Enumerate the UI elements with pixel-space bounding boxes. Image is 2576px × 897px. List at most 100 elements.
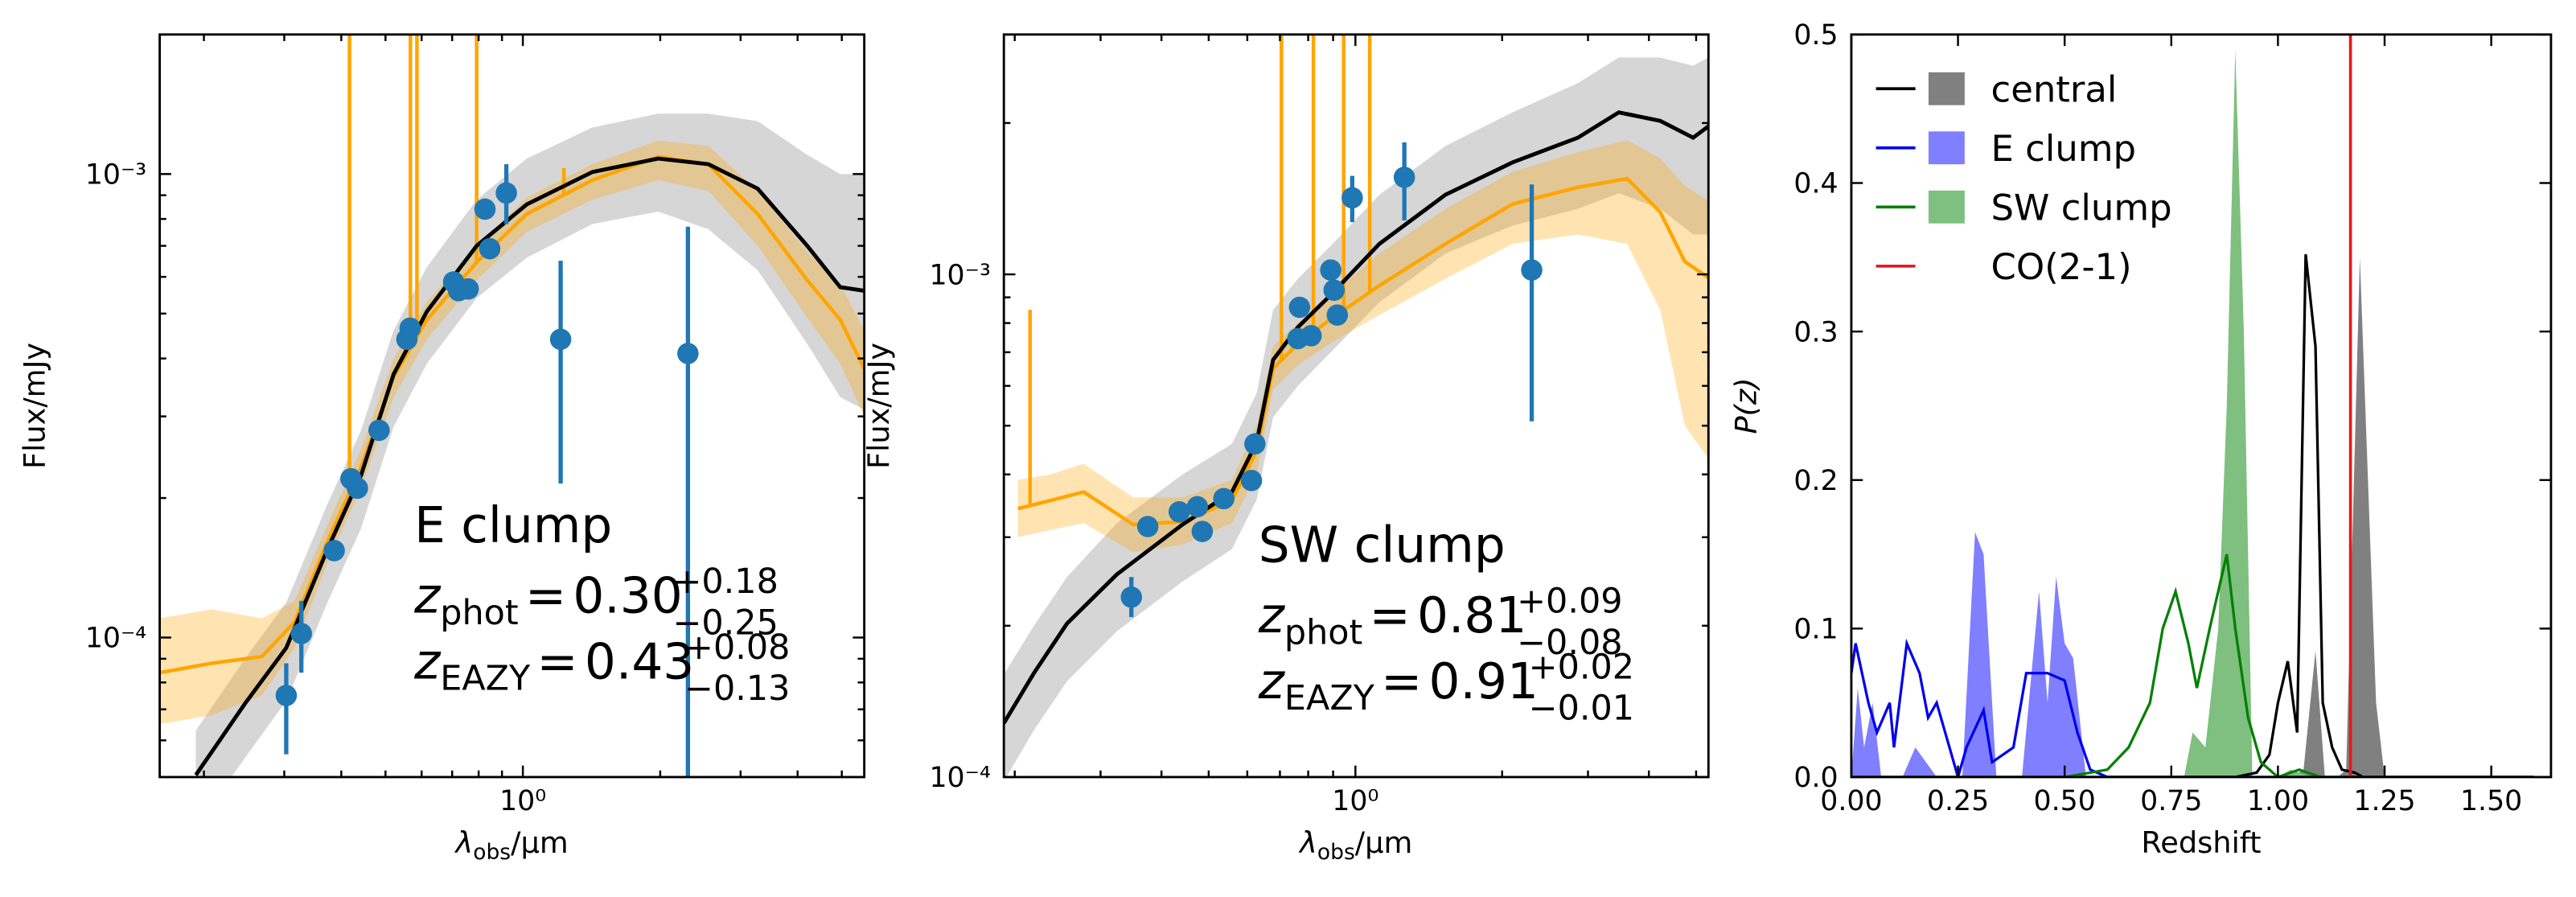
y-tick-label: 0.1	[1793, 614, 1838, 646]
annotation-line: zEAZY = 0.43	[413, 633, 694, 698]
axes-frame	[1002, 33, 1710, 779]
annotation-line: zEAZY = 0.91	[1258, 653, 1539, 718]
data-point	[1521, 259, 1543, 281]
x-tick-label: 10⁰	[1332, 785, 1378, 817]
data-point	[677, 343, 699, 364]
pz-area	[2290, 257, 2385, 777]
symbol: λ	[454, 825, 473, 860]
data-point	[474, 198, 496, 220]
lower-error: −0.08	[1517, 623, 1622, 663]
pz-line	[1851, 553, 2534, 777]
band	[1017, 140, 1709, 553]
annotation-title: E clump	[414, 497, 612, 554]
data-point	[1320, 259, 1341, 281]
subscript: obs	[473, 840, 511, 865]
symbol: z	[413, 568, 442, 625]
annotation-line: zphot = 0.81	[1258, 587, 1527, 652]
x-tick-label: 0.25	[1927, 785, 1989, 817]
data-point	[1341, 187, 1363, 209]
band	[1004, 57, 1709, 777]
x-tick-label: 0.75	[2140, 785, 2202, 817]
y-tick-label: 0.4	[1793, 168, 1838, 200]
subscript: obs	[1317, 840, 1355, 865]
plot-area	[1851, 34, 2534, 777]
value: 0.81	[1417, 587, 1526, 644]
data-point	[368, 419, 390, 442]
y-tick-label: 10⁻⁴	[929, 762, 990, 794]
band	[159, 140, 865, 725]
pz-area	[1851, 532, 2086, 777]
lower-error: −0.13	[684, 669, 790, 709]
data-point	[457, 278, 479, 300]
axes-frame	[158, 33, 866, 779]
legend-patch	[1928, 131, 1965, 165]
y-tick-label: 0.2	[1793, 465, 1838, 497]
x-tick-label: 0.50	[2034, 785, 2096, 817]
value: 0.30	[573, 568, 682, 625]
x-tick-label: 1.25	[2353, 785, 2415, 817]
annotation-line: zphot = 0.30	[413, 568, 683, 633]
subscript: phot	[1284, 613, 1362, 653]
symbol: z	[1258, 587, 1286, 644]
x-tick-label: 10⁰	[499, 785, 546, 817]
x-axis-label: λobs/μm	[454, 825, 568, 865]
model-line	[194, 156, 865, 776]
equals: =	[1381, 653, 1422, 710]
plot-area	[1004, 34, 1709, 777]
subscript: EAZY	[440, 659, 531, 699]
upper-error: +0.18	[672, 562, 778, 602]
pz-line	[1851, 638, 2534, 777]
y-tick-label: 0.3	[1793, 316, 1838, 348]
data-point	[1213, 488, 1235, 510]
value: 0.91	[1429, 653, 1539, 710]
data-point	[1120, 586, 1143, 608]
data-point	[1168, 500, 1190, 523]
axes-frame	[1850, 33, 2553, 779]
y-tick-label: 0.0	[1793, 762, 1838, 794]
legend-label: SW clump	[1991, 187, 2172, 229]
x-tick-label: 1.00	[2247, 785, 2309, 817]
symbol: λ	[1298, 825, 1317, 860]
data-point	[1326, 304, 1349, 326]
legend-label: CO(2-1)	[1991, 245, 2132, 288]
data-point	[1323, 279, 1346, 302]
data-point	[399, 317, 421, 339]
upper-error: +0.09	[1517, 582, 1622, 622]
data-point	[1191, 521, 1214, 542]
data-point	[495, 182, 517, 204]
band	[195, 113, 865, 777]
unit: /μm	[511, 825, 569, 860]
legend-label: central	[1991, 68, 2118, 111]
lower-error: −0.01	[1529, 688, 1634, 728]
subscript: phot	[440, 593, 518, 633]
data-point	[290, 623, 312, 644]
x-tick-label: 0.00	[1820, 785, 1882, 817]
legend-patch	[1928, 72, 1965, 105]
model-line	[1004, 110, 1709, 725]
y-tick-label: 10⁻³	[929, 259, 990, 291]
y-axis-label: Flux/mJy	[861, 343, 896, 469]
data-point	[347, 477, 368, 500]
plot-area	[159, 34, 865, 777]
x-axis-label: Redshift	[2141, 825, 2261, 860]
pz-area	[2184, 49, 2312, 777]
data-point	[1393, 167, 1415, 188]
upper-error: +0.02	[1529, 647, 1634, 687]
data-point	[1288, 296, 1311, 319]
legend-label: E clump	[1991, 127, 2137, 170]
y-axis-label: P(z)	[1729, 377, 1764, 434]
unit: /μm	[1355, 825, 1413, 860]
y-tick-label: 10⁻³	[85, 159, 146, 191]
y-axis-label: Flux/mJy	[18, 343, 52, 469]
upper-error: +0.08	[684, 627, 790, 668]
equals: =	[536, 633, 577, 690]
value: 0.43	[585, 633, 694, 690]
lower-error: −0.25	[672, 603, 778, 643]
data-point	[479, 237, 501, 260]
symbol: z	[1258, 653, 1286, 710]
data-point	[549, 328, 572, 351]
data-point	[1240, 469, 1263, 492]
x-axis-label: λobs/μm	[1298, 825, 1412, 865]
data-point	[1244, 433, 1266, 455]
